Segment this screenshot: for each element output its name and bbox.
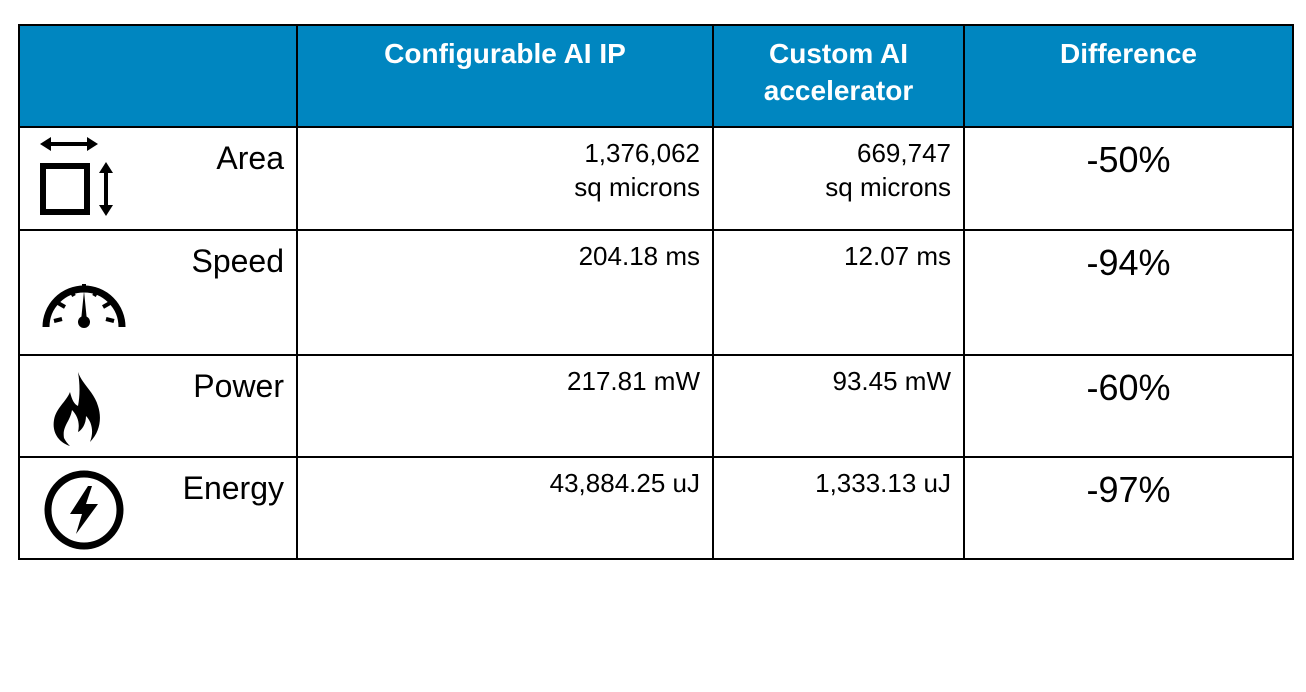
speedometer-icon bbox=[42, 284, 126, 328]
table-row-speed: Speed 204.18 ms 12.07 ms -94% bbox=[18, 229, 1294, 356]
metric-cell-energy: Energy bbox=[18, 456, 298, 560]
custom-value-energy: 1,333.13 uJ bbox=[712, 456, 965, 560]
table-row-area: Area 1,376,062 sq microns 669,747 sq mic… bbox=[18, 126, 1294, 231]
table-row-power: Power 217.81 mW 93.45 mW -60% bbox=[18, 354, 1294, 458]
custom-value-area: 669,747 sq microns bbox=[712, 126, 965, 231]
difference-value-power: -60% bbox=[963, 354, 1294, 458]
metric-label-energy: Energy bbox=[182, 470, 284, 506]
lightning-bolt-icon bbox=[44, 470, 124, 550]
comparison-table: Configurable AI IP Custom AI accelerator… bbox=[18, 24, 1294, 560]
difference-value-area: -50% bbox=[963, 126, 1294, 231]
flame-icon bbox=[53, 372, 100, 446]
header-difference: Difference bbox=[963, 24, 1294, 128]
metric-cell-speed: Speed bbox=[18, 229, 298, 356]
table-row-energy: Energy 43,884.25 uJ 1,333.13 uJ -97% bbox=[18, 456, 1294, 560]
metric-label-speed: Speed bbox=[191, 243, 284, 279]
metric-cell-area: Area bbox=[18, 126, 298, 231]
configurable-value-energy: 43,884.25 uJ bbox=[296, 456, 714, 560]
header-row: Configurable AI IP Custom AI accelerator… bbox=[18, 24, 1294, 128]
metric-label-area: Area bbox=[216, 140, 284, 176]
header-custom-ai-accelerator: Custom AI accelerator bbox=[712, 24, 965, 128]
custom-value-speed: 12.07 ms bbox=[712, 229, 965, 356]
configurable-value-power: 217.81 mW bbox=[296, 354, 714, 458]
metric-label-power: Power bbox=[193, 368, 284, 404]
header-configurable-ai-ip: Configurable AI IP bbox=[296, 24, 714, 128]
area-resize-icon bbox=[40, 137, 113, 216]
difference-value-energy: -97% bbox=[963, 456, 1294, 560]
configurable-value-area: 1,376,062 sq microns bbox=[296, 126, 714, 231]
header-metric bbox=[18, 24, 298, 128]
difference-value-speed: -94% bbox=[963, 229, 1294, 356]
metric-cell-power: Power bbox=[18, 354, 298, 458]
configurable-value-speed: 204.18 ms bbox=[296, 229, 714, 356]
custom-value-power: 93.45 mW bbox=[712, 354, 965, 458]
